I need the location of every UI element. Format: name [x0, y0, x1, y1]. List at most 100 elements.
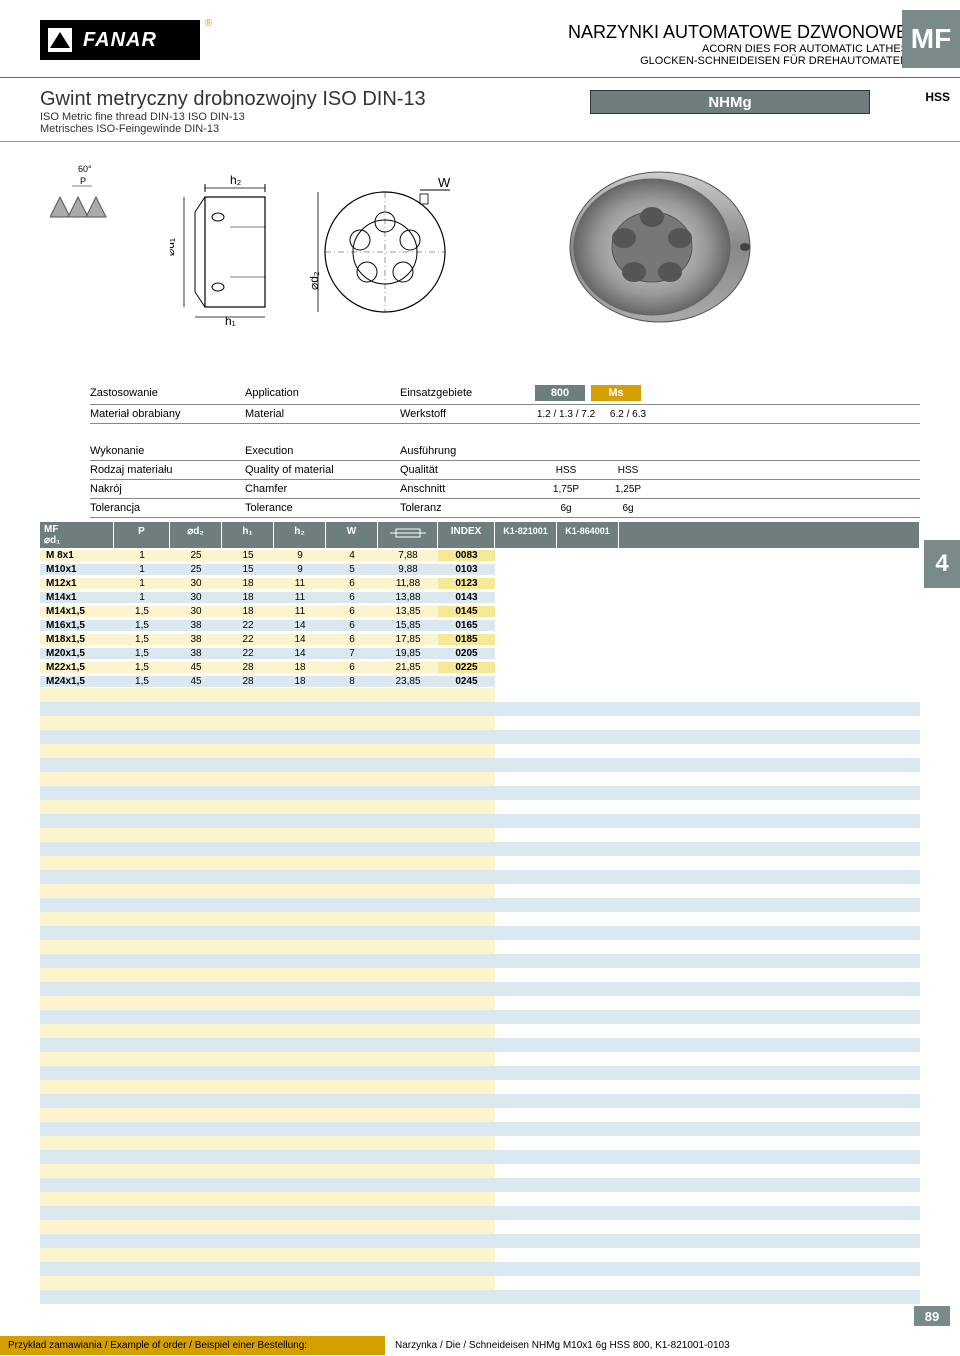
cell-h1: 18 — [222, 578, 274, 589]
cell-index: 0185 — [438, 634, 495, 645]
empty-stripe — [40, 996, 920, 1010]
cell-d2: 38 — [170, 620, 222, 631]
cell-sym: 13,85 — [378, 606, 438, 617]
cell-w: 6 — [326, 634, 378, 645]
cell-p: 1 — [114, 592, 170, 603]
empty-stripe — [40, 842, 920, 856]
empty-stripe — [40, 1206, 920, 1220]
page: MF HSS FANAR ® NARZYNKI AUTOMATOWE DZWON… — [0, 0, 960, 1356]
cell-index: 0123 — [438, 578, 495, 589]
cell-mf: M14x1,5 — [40, 606, 114, 617]
material-vals: 1.2 / 1.3 / 7.2 6.2 / 6.3 — [535, 409, 659, 420]
th-p: P — [114, 522, 170, 548]
logo-triangle-icon — [48, 28, 72, 52]
sub-header: Gwint metryczny drobnozwojny ISO DIN-13 … — [0, 78, 960, 142]
cell-h2: 11 — [274, 606, 326, 617]
empty-stripe — [40, 814, 920, 828]
th-w: W — [326, 522, 378, 548]
th-h1: h₁ — [222, 522, 274, 548]
th-k1: K1-821001 — [495, 522, 557, 548]
empty-stripe — [40, 968, 920, 982]
svg-text:h₂: h₂ — [230, 173, 242, 187]
cell-p: 1,5 — [114, 676, 170, 687]
empty-stripe — [40, 1164, 920, 1178]
table-row: M14x1,51,5301811613,850145 — [40, 604, 920, 618]
label-de: Ausführung — [400, 445, 535, 457]
table-row: M22x1,51,5452818621,850225 — [40, 660, 920, 674]
empty-stripe — [40, 1066, 920, 1080]
empty-stripe — [40, 744, 920, 758]
spec-execution: Wykonanie Execution Ausführung — [90, 442, 920, 461]
empty-stripe — [40, 1150, 920, 1164]
spec-tolerance: Tolerancja Tolerance Toleranz 6g 6g — [90, 499, 920, 518]
empty-stripe — [40, 828, 920, 842]
cell-h2: 9 — [274, 550, 326, 561]
cell-p: 1 — [114, 578, 170, 589]
sub-de: Metrisches ISO-Feingewinde DIN-13 — [40, 123, 590, 135]
cell-mf: M22x1,5 — [40, 662, 114, 673]
cell-sym: 15,85 — [378, 620, 438, 631]
empty-stripe — [40, 1192, 920, 1206]
svg-text:h₁: h₁ — [225, 314, 236, 328]
table-row: M10x112515959,880103 — [40, 562, 920, 576]
th-k2: K1-864001 — [557, 522, 619, 548]
cell-h2: 9 — [274, 564, 326, 575]
cell-p: 1,5 — [114, 606, 170, 617]
label-en: Execution — [245, 445, 400, 457]
val2: 1,25P — [597, 484, 659, 495]
cell-d2: 45 — [170, 676, 222, 687]
empty-stripe — [40, 716, 920, 730]
cell-sym: 19,85 — [378, 648, 438, 659]
brand-name: FANAR — [83, 29, 157, 52]
empty-stripe — [40, 1178, 920, 1192]
th-sym — [378, 522, 438, 548]
cell-w: 6 — [326, 606, 378, 617]
cell-h1: 15 — [222, 550, 274, 561]
val1: 1.2 / 1.3 / 7.2 — [535, 409, 597, 420]
empty-stripe — [40, 954, 920, 968]
cell-sym: 17,85 — [378, 634, 438, 645]
spec-section: Zastosowanie Application Einsatzgebiete … — [0, 382, 960, 518]
sub-en: ISO Metric fine thread DIN-13 ISO DIN-13 — [40, 111, 590, 123]
empty-stripe — [40, 1052, 920, 1066]
cell-mf: M16x1,5 — [40, 620, 114, 631]
cell-p: 1,5 — [114, 620, 170, 631]
badge-ms: Ms — [591, 385, 641, 401]
cell-sym: 9,88 — [378, 564, 438, 575]
header: FANAR ® NARZYNKI AUTOMATOWE DZWONOWE ACO… — [0, 0, 960, 78]
table-row: M24x1,51,5452818823,850245 — [40, 674, 920, 688]
empty-stripe — [40, 1248, 920, 1262]
table-header: MF⌀d₁ P ⌀d₂ h₁ h₂ W INDEX K1-821001 K1-8… — [40, 522, 920, 548]
empty-stripe — [40, 912, 920, 926]
empty-stripes — [40, 688, 920, 1304]
label-pl: Zastosowanie — [90, 387, 245, 399]
empty-stripe — [40, 688, 920, 702]
val2: 6g — [597, 503, 659, 514]
cell-mf: M24x1,5 — [40, 676, 114, 687]
cell-sym: 13,88 — [378, 592, 438, 603]
cell-sym: 23,85 — [378, 676, 438, 687]
label-de: Werkstoff — [400, 408, 535, 420]
label-pl: Rodzaj materiału — [90, 464, 245, 476]
die-photo — [560, 162, 770, 332]
cell-w: 8 — [326, 676, 378, 687]
cell-d2: 25 — [170, 550, 222, 561]
cell-h2: 11 — [274, 592, 326, 603]
empty-stripe — [40, 926, 920, 940]
section-number-tab: 4 — [924, 540, 960, 588]
cell-index: 0103 — [438, 564, 495, 575]
val1: HSS — [535, 465, 597, 476]
cell-h1: 15 — [222, 564, 274, 575]
page-number: 89 — [914, 1306, 950, 1326]
empty-stripe — [40, 898, 920, 912]
spec-quality: Rodzaj materiału Quality of material Qua… — [90, 461, 920, 480]
svg-text:P: P — [80, 176, 86, 186]
title-pl: NARZYNKI AUTOMATOWE DZWONOWE — [200, 22, 908, 43]
cell-d2: 30 — [170, 592, 222, 603]
table-row: M20x1,51,5382214719,850205 — [40, 646, 920, 660]
label-en: Material — [245, 408, 400, 420]
brand-logo: FANAR ® — [40, 20, 200, 60]
cell-index: 0225 — [438, 662, 495, 673]
empty-stripe — [40, 800, 920, 814]
empty-stripe — [40, 1094, 920, 1108]
